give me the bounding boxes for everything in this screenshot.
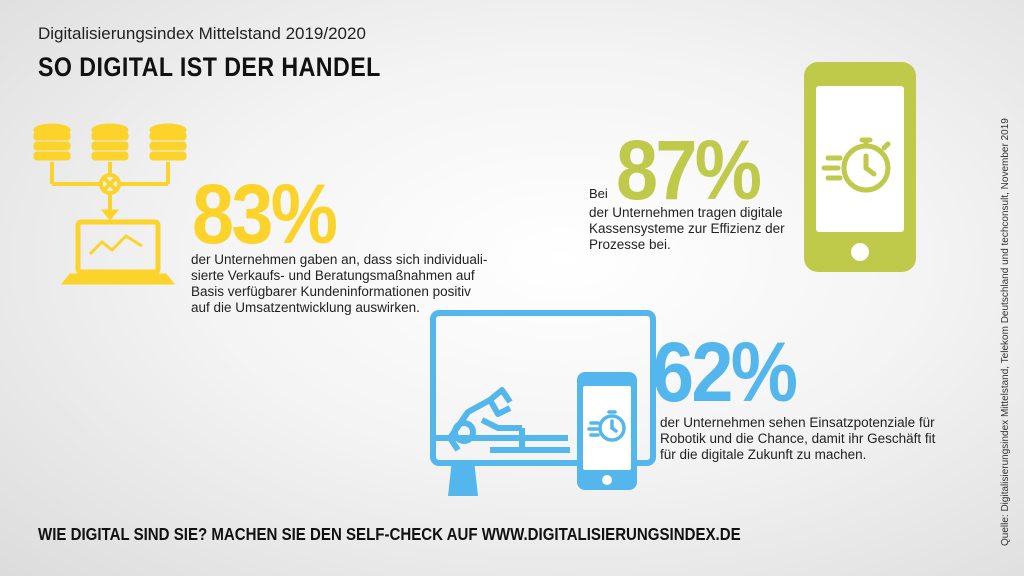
database-icon <box>91 123 129 161</box>
stat-percent-3: 62% <box>652 325 798 419</box>
subtitle: Digitalisierungsindex Mittelstand 2019/2… <box>38 24 366 43</box>
database-icon <box>33 123 71 161</box>
database-icon <box>149 123 187 161</box>
database-laptop-icon <box>33 123 187 285</box>
stat-prefix-2: Bei <box>589 186 608 201</box>
stat-text-2: der Unternehmen tragen digitale Kassensy… <box>589 205 785 252</box>
source-note: Quelle: Digitalisierungsindex Mittelstan… <box>1000 118 1011 546</box>
self-check-cta[interactable]: WIE DIGITAL SIND SIE? MACHEN SIE DEN SEL… <box>38 524 741 544</box>
stat-percent-2: 87% <box>616 123 762 217</box>
stat-text-1: der Unternehmen gaben an, dass sich indi… <box>191 252 488 315</box>
page-title: SO DIGITAL IST DER HANDEL <box>38 52 381 82</box>
monitor-robot-arm-smartphone-icon <box>430 310 656 496</box>
stat-text-3: der Unternehmen sehen Einsatzpotenziale … <box>660 415 936 462</box>
smartphone-stopwatch-icon <box>804 62 916 272</box>
stat-percent-1: 83% <box>192 167 338 261</box>
